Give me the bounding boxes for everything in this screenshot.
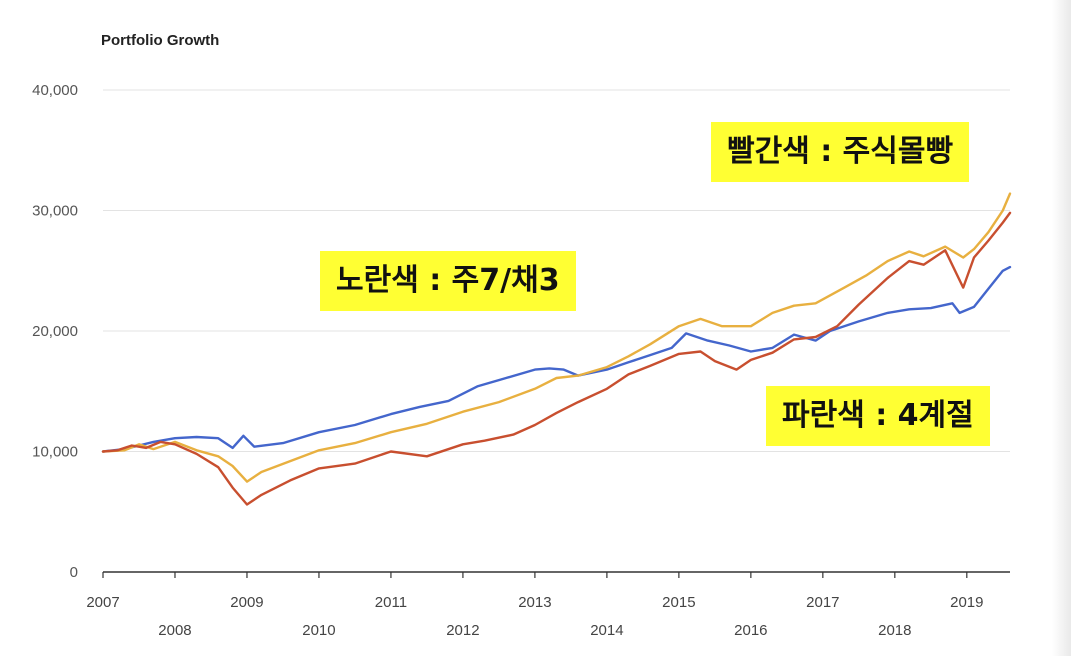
x-tick-label: 2014	[590, 622, 623, 639]
y-axis-ticks: 0 10,000 20,000 30,000 40,000	[32, 82, 78, 581]
chart-title: Portfolio Growth	[101, 32, 220, 49]
x-tick-label: 2007	[86, 594, 119, 611]
x-tick-label: 2018	[878, 622, 911, 639]
x-tick-label: 2009	[230, 594, 263, 611]
y-tick-label: 10,000	[32, 444, 78, 461]
x-tick-label: 2010	[302, 622, 335, 639]
x-tick-label: 2019	[950, 594, 983, 611]
x-tick-label: 2012	[446, 622, 479, 639]
x-axis: 2007 2008 2009 2010 2011 2012 2013 2014 2015 2016…	[86, 571, 1010, 639]
x-tick-label: 2016	[734, 622, 767, 639]
x-tick-label: 2013	[518, 594, 551, 611]
series-line-2	[101, 192, 1012, 483]
y-tick-label: 0	[70, 564, 78, 581]
series-lines	[101, 192, 1012, 506]
y-tick-label: 20,000	[32, 323, 78, 340]
annotation-yellow-series: 노란색 : 주7/채3	[320, 251, 576, 311]
grid-lines	[103, 89, 1010, 452]
x-tick-label: 2017	[806, 594, 839, 611]
x-tick-label: 2015	[662, 594, 695, 611]
series-line-3	[101, 211, 1012, 506]
window-edge	[1052, 0, 1071, 656]
x-tick-label: 2011	[375, 594, 407, 611]
y-tick-label: 40,000	[32, 82, 78, 99]
annotation-red-series: 빨간색 : 주식몰빵	[711, 122, 970, 182]
x-tick-label: 2008	[158, 622, 191, 639]
annotation-blue-series: 파란색 : 4계절	[766, 386, 990, 446]
y-tick-label: 30,000	[32, 203, 78, 220]
